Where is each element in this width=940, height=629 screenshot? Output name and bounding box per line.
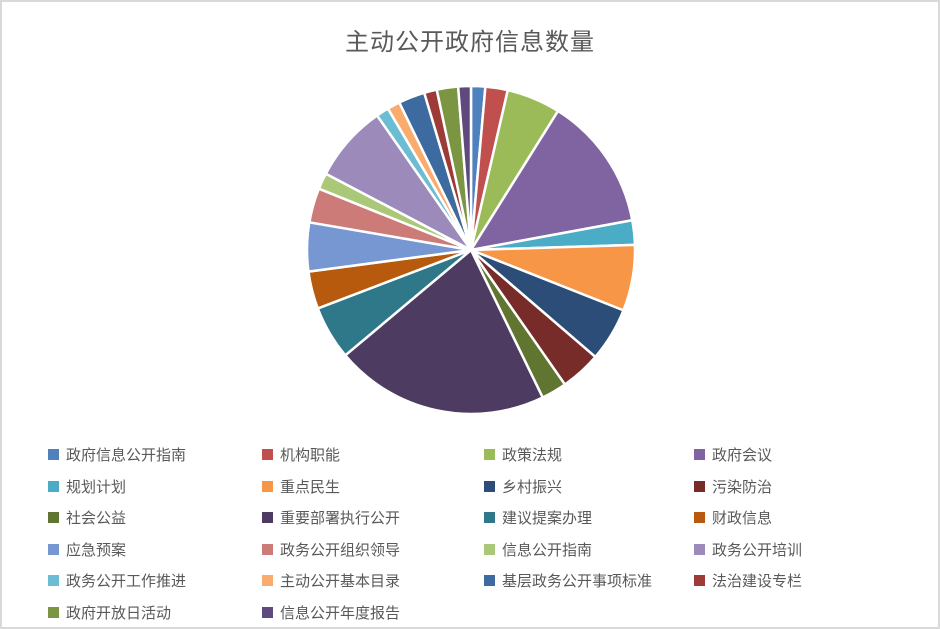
legend-label: 机构职能: [280, 447, 341, 465]
legend-item-19: 基层政务公开事项标准: [484, 570, 694, 591]
legend-marker-icon: [484, 480, 495, 492]
legend-marker-icon: [694, 449, 705, 461]
legend-marker-icon: [262, 449, 273, 461]
legend-item-8: 污染防治: [694, 476, 908, 497]
legend-label: 污染防治: [712, 478, 773, 496]
legend-item-5: 规划计划: [48, 476, 262, 497]
legend-item-1: 政府信息公开指南: [48, 444, 262, 465]
legend-marker-icon: [262, 543, 273, 555]
legend-item-11: 建议提案办理: [484, 507, 694, 528]
legend-label: 政府会议: [712, 447, 773, 465]
legend-label: 基层政务公开事项标准: [502, 573, 653, 591]
legend-item-6: 重点民生: [262, 476, 484, 497]
legend-item-12: 财政信息: [694, 507, 908, 528]
legend-item-9: 社会公益: [48, 507, 262, 528]
legend-label: 社会公益: [66, 510, 127, 528]
legend-marker-icon: [48, 575, 59, 587]
legend-item-4: 政府会议: [694, 444, 908, 465]
legend-label: 财政信息: [712, 510, 773, 528]
legend-label: 应急预案: [66, 541, 127, 559]
pie-slice-4: [469, 109, 634, 252]
legend-item-14: 政务公开组织领导: [262, 539, 484, 560]
legend-item-16: 政务公开培训: [694, 539, 908, 560]
legend-marker-icon: [48, 512, 59, 524]
legend-label: 政务公开组织领导: [280, 541, 401, 559]
legend-marker-icon: [48, 543, 59, 555]
legend-item-22: 信息公开年度报告: [262, 602, 484, 623]
legend-label: 乡村振兴: [502, 478, 563, 496]
legend: 政府信息公开指南 机构职能 政策法规 政府会议规划计划 重点民生 乡村振兴 污染防治社会公益…: [48, 439, 908, 627]
legend-label: 政府信息公开指南: [66, 447, 187, 465]
legend-label: 政务公开工作推进: [66, 573, 187, 591]
pie-slice-22: [456, 84, 473, 252]
chart-title: 主动公开政府信息数量: [345, 30, 595, 56]
legend-marker-icon: [694, 543, 705, 555]
legend-item-2: 机构职能: [262, 444, 484, 465]
legend-marker-icon: [694, 480, 705, 492]
legend-item-3: 政策法规: [484, 444, 694, 465]
legend-item-10: 重要部署执行公开: [262, 507, 484, 528]
legend-marker-icon: [484, 449, 495, 461]
legend-item-20: 法治建设专栏: [694, 570, 908, 591]
legend-label: 信息公开年度报告: [280, 604, 401, 622]
legend-item-18: 主动公开基本目录: [262, 570, 484, 591]
legend-marker-icon: [262, 606, 273, 618]
legend-label: 政府开放日活动: [66, 604, 172, 622]
legend-marker-icon: [484, 543, 495, 555]
legend-marker-icon: [262, 480, 273, 492]
legend-label: 法治建设专栏: [712, 573, 803, 591]
legend-marker-icon: [48, 480, 59, 492]
legend-label: 重点民生: [280, 478, 341, 496]
legend-marker-icon: [484, 575, 495, 587]
legend-marker-icon: [262, 512, 273, 524]
legend-marker-icon: [694, 512, 705, 524]
legend-label: 政策法规: [502, 447, 563, 465]
legend-label: 主动公开基本目录: [280, 573, 401, 591]
legend-marker-icon: [484, 512, 495, 524]
legend-label: 建议提案办理: [502, 510, 593, 528]
legend-label: 信息公开指南: [502, 541, 593, 559]
legend-item-17: 政务公开工作推进: [48, 570, 262, 591]
legend-item-7: 乡村振兴: [484, 476, 694, 497]
legend-marker-icon: [48, 606, 59, 618]
legend-marker-icon: [262, 575, 273, 587]
legend-item-15: 信息公开指南: [484, 539, 694, 560]
pie-slice-10: [344, 248, 544, 416]
legend-label: 规划计划: [66, 478, 127, 496]
legend-marker-icon: [694, 575, 705, 587]
legend-label: 重要部署执行公开: [280, 510, 401, 528]
legend-item-21: 政府开放日活动: [48, 602, 262, 623]
legend-label: 政务公开培训: [712, 541, 803, 559]
pie-chart: [305, 84, 637, 416]
legend-marker-icon: [48, 449, 59, 461]
legend-item-13: 应急预案: [48, 539, 262, 560]
